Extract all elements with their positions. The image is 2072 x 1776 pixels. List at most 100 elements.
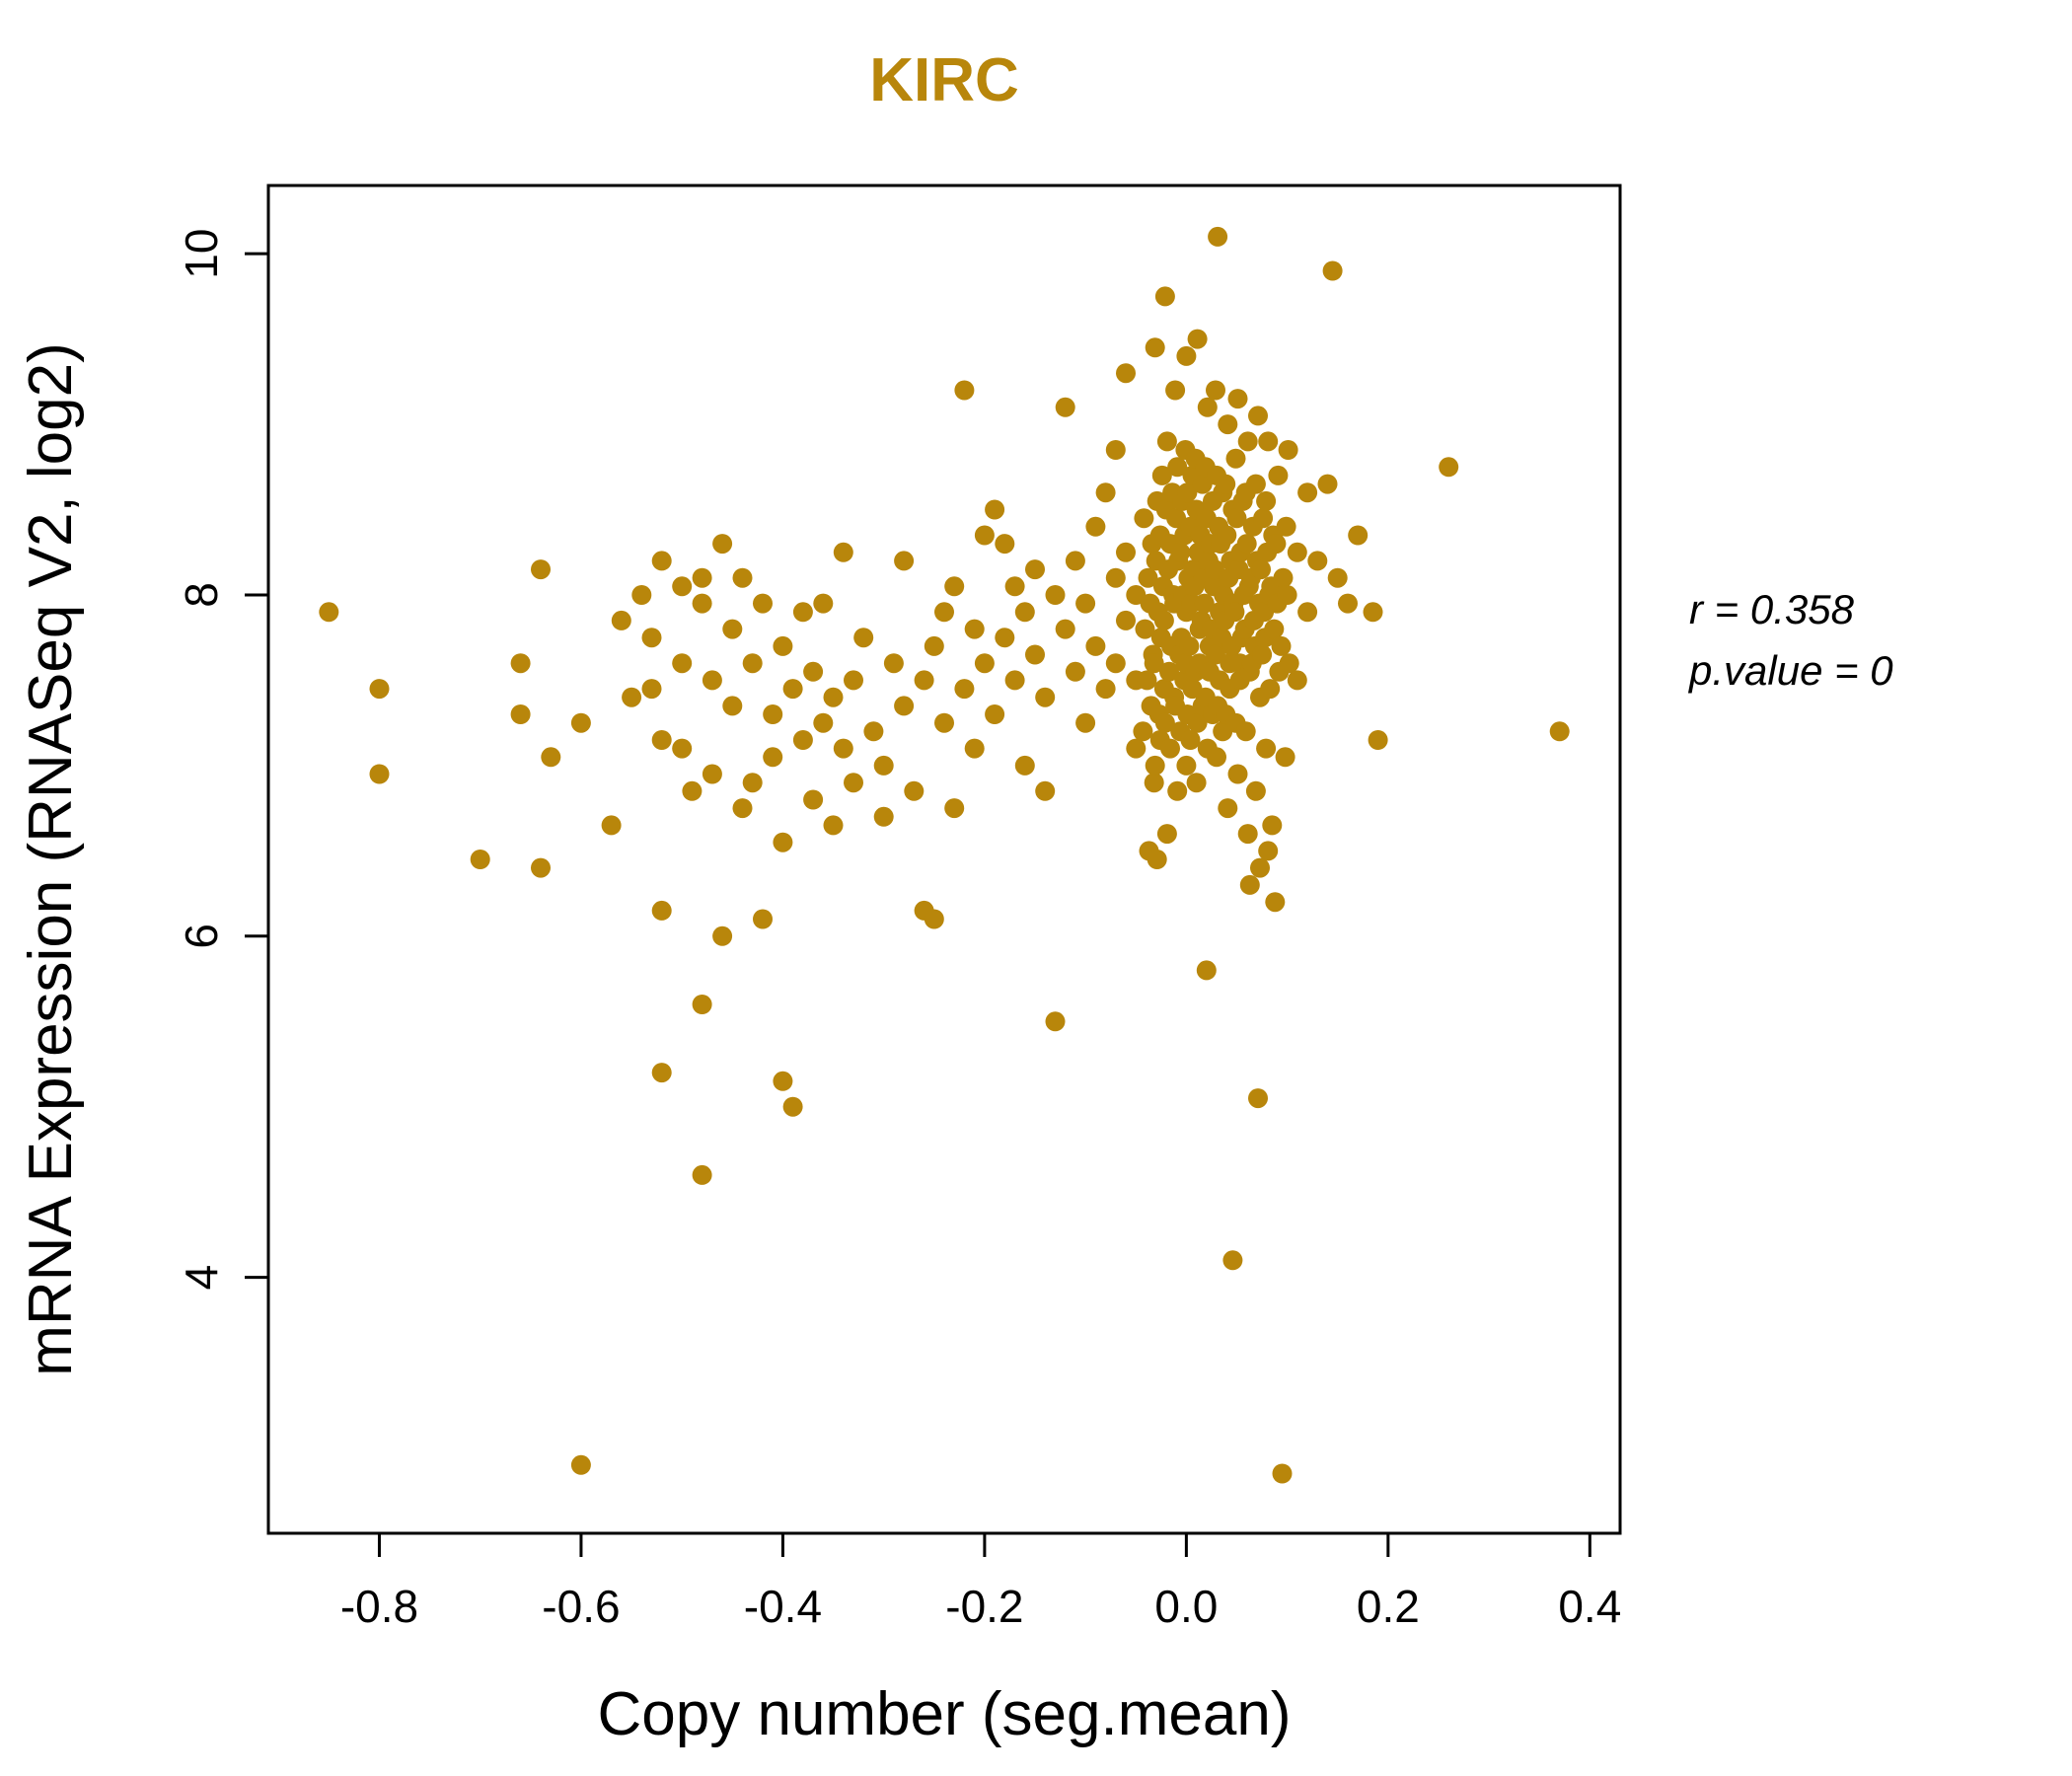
data-point bbox=[1176, 755, 1197, 776]
data-point bbox=[964, 738, 985, 759]
data-point bbox=[934, 712, 954, 733]
data-point bbox=[1135, 619, 1155, 639]
data-point bbox=[904, 780, 925, 801]
data-point bbox=[803, 789, 824, 810]
data-point bbox=[1273, 567, 1294, 588]
annotation-p-value: p.value = 0 bbox=[1687, 647, 1893, 694]
points-layer bbox=[319, 226, 1570, 1484]
data-point bbox=[1279, 653, 1299, 674]
data-point bbox=[1156, 824, 1177, 845]
data-point bbox=[1160, 738, 1180, 759]
data-point bbox=[1276, 516, 1296, 537]
data-point bbox=[1153, 610, 1174, 630]
data-point bbox=[1227, 764, 1248, 784]
data-point bbox=[1327, 567, 1348, 588]
data-point bbox=[1035, 780, 1056, 801]
data-point bbox=[1278, 440, 1298, 460]
data-point bbox=[722, 696, 743, 716]
data-point bbox=[1307, 551, 1328, 571]
y-axis-label: mRNA Expression (RNASeq V2, log2) bbox=[17, 342, 85, 1376]
data-point bbox=[823, 687, 844, 707]
data-point bbox=[611, 610, 631, 630]
data-point bbox=[773, 832, 793, 852]
data-point bbox=[1237, 431, 1258, 452]
data-point bbox=[1287, 670, 1307, 691]
data-point bbox=[763, 704, 783, 724]
data-point bbox=[702, 670, 722, 691]
data-point bbox=[682, 780, 703, 801]
data-point bbox=[1014, 602, 1035, 623]
data-point bbox=[753, 593, 773, 614]
data-point bbox=[1035, 687, 1056, 707]
data-point bbox=[641, 679, 662, 700]
data-point bbox=[672, 738, 693, 759]
data-point bbox=[1144, 773, 1164, 793]
data-point bbox=[1045, 1011, 1066, 1032]
data-point bbox=[742, 773, 763, 793]
data-point bbox=[773, 635, 793, 656]
data-point bbox=[803, 661, 824, 682]
data-point bbox=[722, 619, 743, 639]
y-tick-label: 6 bbox=[176, 924, 227, 949]
data-point bbox=[1170, 542, 1191, 562]
data-point bbox=[541, 747, 561, 768]
data-point bbox=[1236, 534, 1257, 555]
data-point bbox=[1248, 1088, 1268, 1109]
data-point bbox=[995, 628, 1015, 648]
data-point bbox=[1154, 712, 1175, 733]
data-point bbox=[813, 593, 834, 614]
data-point bbox=[1287, 542, 1307, 562]
data-point bbox=[1116, 363, 1136, 384]
data-point bbox=[782, 679, 803, 700]
data-point bbox=[1277, 585, 1297, 605]
data-point bbox=[1224, 602, 1245, 623]
data-point bbox=[570, 1454, 591, 1475]
data-point bbox=[1045, 585, 1066, 605]
data-point bbox=[651, 551, 672, 571]
data-point bbox=[753, 909, 773, 929]
data-point bbox=[995, 534, 1015, 555]
data-point bbox=[1237, 824, 1258, 845]
data-point bbox=[924, 909, 944, 929]
data-point bbox=[712, 534, 733, 555]
data-point bbox=[944, 798, 965, 819]
data-point bbox=[651, 900, 672, 921]
data-point bbox=[823, 815, 844, 836]
data-point bbox=[1186, 773, 1207, 793]
data-point bbox=[853, 628, 874, 648]
data-point bbox=[1176, 345, 1197, 366]
data-point bbox=[873, 806, 894, 827]
data-point bbox=[732, 798, 753, 819]
data-point bbox=[510, 653, 531, 674]
data-point bbox=[1194, 593, 1215, 614]
data-point bbox=[1187, 712, 1208, 733]
y-tick-label: 4 bbox=[176, 1265, 227, 1291]
data-point bbox=[1218, 414, 1238, 435]
data-point bbox=[1251, 559, 1271, 580]
data-point bbox=[1271, 635, 1292, 656]
data-point bbox=[1260, 679, 1281, 700]
y-tick-label: 10 bbox=[176, 229, 227, 279]
data-point bbox=[924, 635, 944, 656]
data-point bbox=[570, 712, 591, 733]
data-point bbox=[1165, 380, 1186, 401]
x-tick-label: -0.2 bbox=[945, 1581, 1023, 1632]
x-axis-label: Copy number (seg.mean) bbox=[598, 1680, 1292, 1748]
data-point bbox=[1116, 542, 1136, 562]
plot-box bbox=[266, 184, 1622, 1535]
data-point bbox=[782, 1096, 803, 1117]
data-point bbox=[1147, 850, 1167, 869]
data-point bbox=[1167, 457, 1188, 478]
data-point bbox=[1206, 380, 1225, 401]
data-point bbox=[954, 679, 975, 700]
y-ticks: 4 6 8 10 bbox=[176, 229, 268, 1291]
data-point bbox=[1256, 490, 1277, 511]
data-point bbox=[1348, 525, 1369, 546]
data-point bbox=[1055, 619, 1075, 639]
data-point bbox=[1216, 474, 1236, 494]
data-point bbox=[1065, 551, 1085, 571]
data-point bbox=[873, 755, 894, 776]
data-point bbox=[763, 747, 783, 768]
data-point bbox=[1322, 260, 1343, 281]
